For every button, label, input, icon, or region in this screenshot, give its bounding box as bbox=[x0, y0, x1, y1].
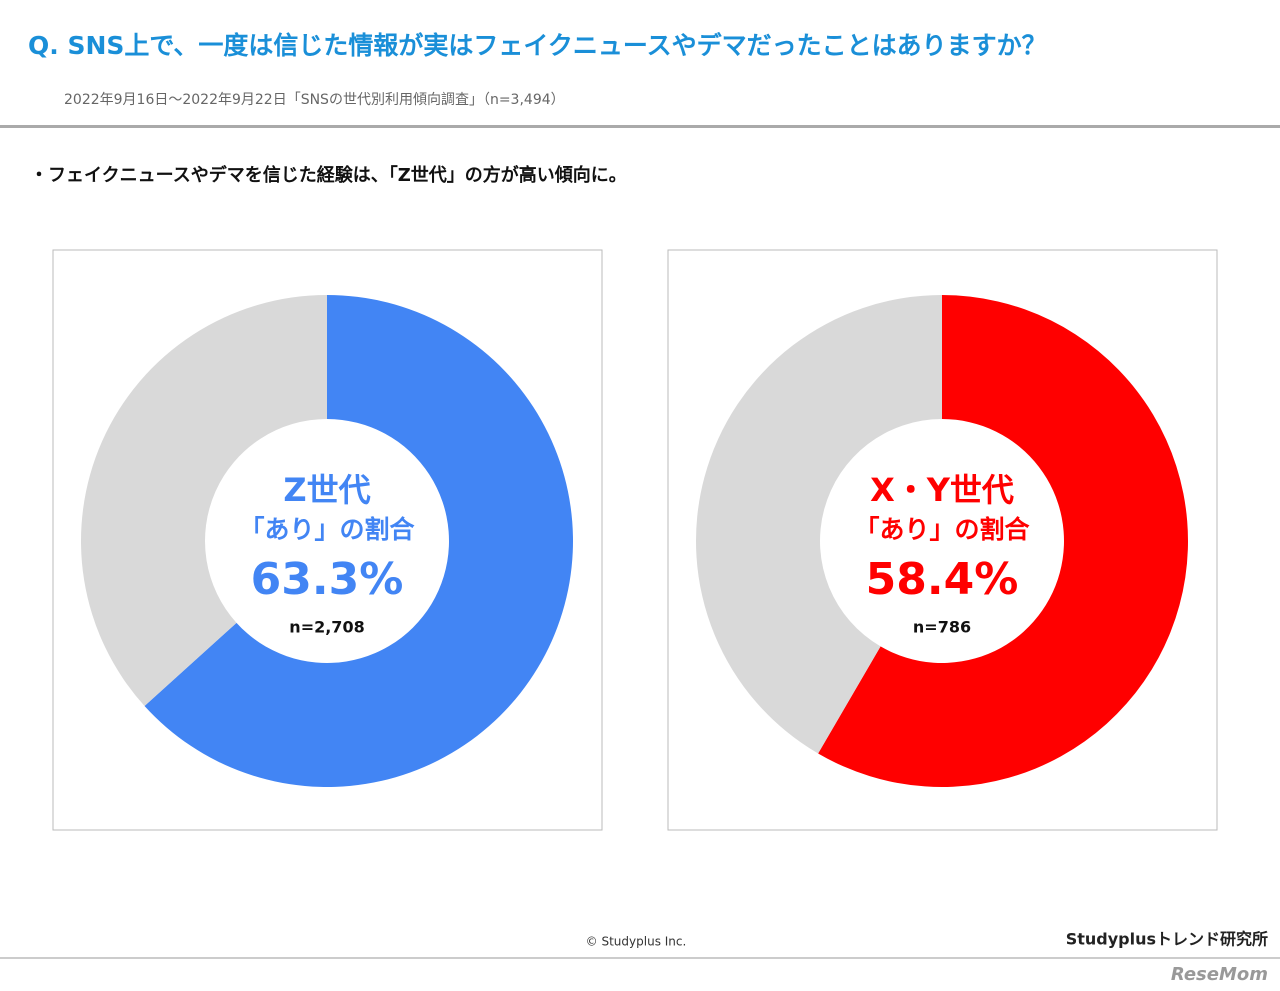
watermark: ReseMom bbox=[1171, 964, 1268, 985]
center-subtitle: 「あり」の割合 bbox=[854, 515, 1030, 544]
chart-frame bbox=[667, 249, 1218, 831]
sample-size: n=2,708 bbox=[289, 618, 364, 637]
donut-segment bbox=[695, 295, 942, 754]
divider bbox=[0, 125, 1280, 128]
bottom-line bbox=[0, 957, 1280, 959]
note: ・フェイクニュースやデマを信じた経験は、「Z世代」の方が高い傾向に。 bbox=[30, 164, 627, 186]
donut-segment bbox=[81, 295, 327, 706]
sample-size: n=786 bbox=[913, 618, 971, 637]
center-subtitle: 「あり」の割合 bbox=[239, 515, 415, 544]
value-label: 63.3% bbox=[251, 554, 404, 605]
donut-segment bbox=[144, 295, 574, 788]
brand: Studyplusトレンド研究所 bbox=[1066, 930, 1268, 949]
title: Q. SNS上で、一度は信じた情報が実はフェイクニュースやデマだったことはありま… bbox=[28, 31, 1047, 60]
chart-frame bbox=[52, 249, 603, 831]
donut-segment bbox=[818, 295, 1188, 787]
center-title: Z世代 bbox=[283, 471, 370, 509]
value-label: 58.4% bbox=[866, 554, 1019, 605]
subtitle: 2022年9月16日～2022年9月22日「SNSの世代別利用傾向調査」（n=3… bbox=[64, 92, 565, 108]
copyright: © Studyplus Inc. bbox=[586, 935, 687, 949]
center-title: X・Y世代 bbox=[870, 471, 1014, 509]
